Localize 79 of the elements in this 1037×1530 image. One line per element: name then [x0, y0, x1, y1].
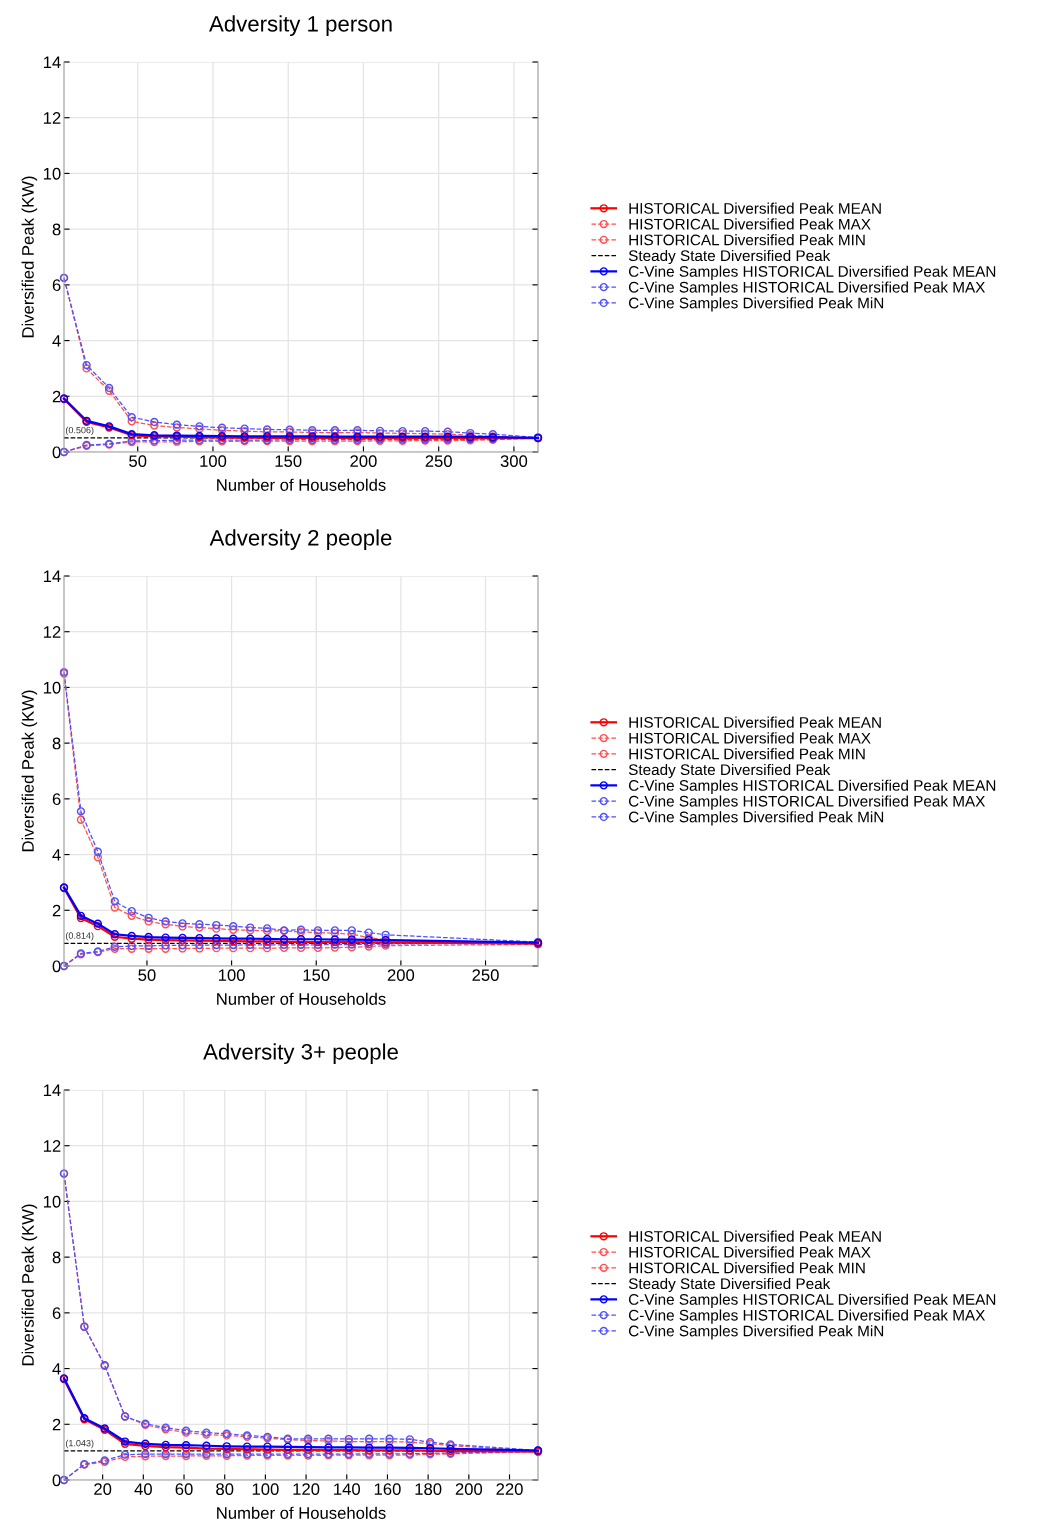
y-axis-title: Diversified Peak (KW) [21, 1204, 38, 1366]
x-tick-label: 20 [94, 1483, 112, 1496]
x-tick-label: 250 [425, 455, 452, 468]
y-tick-label: 0 [52, 960, 61, 973]
y-tick-label: 6 [52, 793, 61, 806]
legend-label: C-Vine Samples HISTORICAL Diversified Peak MAX [628, 1309, 986, 1324]
x-tick-label: 300 [500, 455, 528, 468]
legend-label: C-Vine Samples HISTORICAL Diversified Peak MEAN [628, 779, 996, 794]
chart-title: Adversity 2 people [209, 529, 392, 551]
legend-label: HISTORICAL Diversified Peak MEAN [629, 716, 881, 728]
x-tick-label: 200 [387, 969, 415, 982]
y-tick-label: 4 [52, 849, 61, 861]
y-axis-title: Diversified Peak (KW) [21, 690, 38, 852]
x-tick-label: 100 [200, 455, 227, 468]
legend-label: Steady State Diversified Peak [628, 249, 831, 265]
y-tick-label: 10 [43, 167, 61, 180]
y-tick-label: 14 [43, 570, 61, 583]
y-tick-label: 8 [52, 737, 61, 750]
y-tick-label: 0 [52, 446, 61, 459]
y-tick-label: 2 [52, 1418, 61, 1431]
y-tick-label: 2 [52, 904, 61, 917]
legend-label: HISTORICAL Diversified Peak MAX [629, 218, 871, 230]
x-axis-title: Number of Households [217, 992, 386, 1005]
x-tick-label: 140 [334, 1483, 361, 1496]
x-tick-label: 50 [138, 969, 156, 982]
y-tick-label: 6 [52, 1307, 61, 1320]
y-tick-label: 14 [43, 1084, 61, 1097]
x-tick-label: 100 [252, 1483, 279, 1496]
legend-label: C-Vine Samples Diversified Peak MiN [628, 297, 884, 312]
y-tick-label: 0 [52, 1474, 61, 1487]
x-tick-label: 50 [129, 455, 147, 468]
legend-label: HISTORICAL Diversified Peak MAX [629, 732, 871, 744]
y-tick-label: 10 [43, 681, 61, 694]
legend-label: C-Vine Samples Diversified Peak MiN [628, 1325, 884, 1340]
y-tick-label: 12 [43, 112, 61, 124]
y-axis-title: Diversified Peak (KW) [21, 176, 38, 338]
annotation: (0.506) [65, 426, 94, 436]
x-tick-label: 200 [350, 455, 377, 468]
x-tick-label: 160 [374, 1483, 401, 1496]
x-tick-label: 180 [415, 1483, 442, 1496]
y-tick-label: 8 [52, 223, 61, 236]
x-tick-label: 150 [303, 969, 330, 982]
legend-label: C-Vine Samples Diversified Peak MiN [628, 811, 884, 826]
legend-label: C-Vine Samples HISTORICAL Diversified Peak MEAN [628, 1293, 996, 1308]
legend-label: HISTORICAL Diversified Peak MEAN [629, 1230, 881, 1242]
legend-label: HISTORICAL Diversified Peak MAX [629, 1246, 871, 1258]
y-tick-label: 4 [52, 335, 61, 347]
legend-label: C-Vine Samples HISTORICAL Diversified Peak MAX [628, 281, 986, 296]
y-tick-label: 6 [52, 279, 61, 292]
y-tick-label: 8 [52, 1251, 61, 1264]
x-tick-label: 100 [218, 969, 245, 982]
y-tick-label: 2 [52, 390, 61, 403]
annotation: (1.043) [65, 1439, 94, 1449]
y-tick-label: 4 [52, 1363, 61, 1375]
x-tick-label: 200 [455, 1483, 483, 1496]
x-axis-title: Number of Households [217, 1506, 386, 1519]
y-tick-label: 10 [43, 1195, 61, 1208]
legend-label: HISTORICAL Diversified Peak MIN [629, 1262, 865, 1274]
chart-title: Adversity 3+ people [203, 1043, 398, 1065]
x-tick-label: 220 [496, 1483, 523, 1496]
y-tick-label: 12 [43, 1140, 61, 1152]
legend-label: HISTORICAL Diversified Peak MIN [629, 234, 865, 246]
legend-label: HISTORICAL Diversified Peak MIN [629, 748, 865, 760]
x-tick-label: 40 [134, 1483, 152, 1496]
chart-title: Adversity 1 person [209, 15, 392, 37]
y-tick-label: 14 [43, 56, 61, 69]
x-tick-label: 60 [175, 1483, 193, 1496]
annotation: (0.814) [65, 932, 94, 941]
legend-label: Steady State Diversified Peak [628, 1277, 831, 1293]
legend-label: HISTORICAL Diversified Peak MEAN [629, 202, 881, 214]
legend-label: Steady State Diversified Peak [628, 763, 831, 779]
legend-label: C-Vine Samples HISTORICAL Diversified Peak MAX [628, 795, 986, 810]
y-tick-label: 12 [43, 626, 61, 638]
legend-label: C-Vine Samples HISTORICAL Diversified Peak MEAN [628, 265, 996, 280]
x-tick-label: 150 [275, 455, 302, 468]
x-tick-label: 120 [293, 1483, 320, 1496]
x-tick-label: 250 [472, 969, 499, 982]
x-axis-title: Number of Households [217, 478, 386, 491]
x-tick-label: 80 [216, 1483, 234, 1496]
